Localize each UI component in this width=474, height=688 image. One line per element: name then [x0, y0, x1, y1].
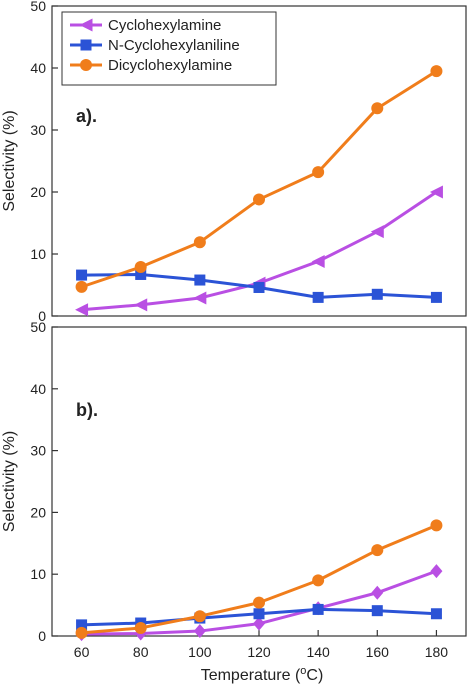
data-point	[193, 291, 207, 305]
panel-b: 0 10 20 30 40 50 60 80 100 120 140 160 180 Selectiv…	[1, 319, 467, 660]
data-point	[429, 185, 443, 199]
x-axis-label-end: C)	[306, 667, 323, 684]
legend-swatch-marker	[79, 18, 93, 32]
legend-items: Cyclohexylamine N-Cyclohexylaniline Dicycl…	[70, 17, 240, 74]
data-point	[370, 225, 384, 239]
panel-a-y-axis-label: Selectivity (%)	[1, 110, 18, 211]
x-tick-label: 80	[133, 644, 149, 660]
data-point	[312, 603, 324, 615]
data-point	[430, 291, 442, 303]
x-tick-label: 180	[425, 644, 449, 660]
data-point	[311, 254, 325, 268]
panel-b-y-ticks: 0 10 20 30 40 50	[30, 319, 58, 644]
data-point	[75, 626, 88, 639]
data-point	[76, 619, 88, 631]
panel-a: 0 10 20 30 40 50 Selectivity (%) a).	[1, 0, 467, 324]
data-point	[312, 574, 325, 587]
data-point	[371, 585, 384, 600]
y-tick-label: 30	[30, 443, 46, 459]
data-point	[76, 269, 88, 281]
data-point	[371, 544, 384, 557]
data-point	[134, 261, 147, 274]
y-tick-label: 30	[30, 122, 46, 138]
data-point	[253, 596, 265, 609]
legend-swatch-marker	[80, 39, 92, 51]
data-point	[253, 616, 265, 631]
x-tick-label: 120	[247, 644, 271, 660]
data-point	[312, 291, 324, 303]
data-point	[193, 236, 206, 249]
data-point	[371, 288, 383, 300]
legend-label: Cyclohexylamine	[108, 17, 221, 34]
legend-label: Dicyclohexylamine	[108, 57, 232, 74]
y-tick-label: 40	[30, 381, 46, 397]
x-axis-label-superscript: o	[300, 665, 306, 677]
x-axis-label: Temperature (oC)	[201, 665, 324, 684]
y-tick-label: 50	[30, 0, 46, 14]
data-point	[430, 608, 442, 620]
data-point	[75, 303, 89, 317]
data-point	[430, 564, 443, 579]
data-point	[430, 65, 443, 78]
data-point	[75, 280, 88, 293]
data-point	[371, 605, 383, 617]
panel-b-series	[75, 519, 443, 642]
y-tick-label: 40	[30, 60, 46, 76]
x-tick-label: 140	[306, 644, 330, 660]
y-tick-label: 0	[38, 308, 46, 324]
y-tick-label: 20	[30, 504, 46, 520]
y-tick-label: 10	[30, 246, 46, 262]
y-tick-label: 10	[30, 566, 46, 582]
x-tick-label: 60	[74, 644, 90, 660]
data-point	[134, 621, 147, 634]
legend-swatch-marker	[80, 59, 92, 71]
y-tick-label: 50	[30, 319, 46, 335]
data-point	[253, 281, 265, 293]
y-tick-label: 0	[38, 628, 46, 644]
data-point	[430, 519, 443, 532]
data-point	[135, 268, 147, 280]
panel-b-label: b).	[76, 400, 98, 420]
panel-a-y-ticks: 0 10 20 30 40 50	[30, 0, 58, 324]
data-point	[193, 610, 206, 623]
panel-b-x-ticks: 60 80 100 120 140 160 180	[74, 630, 449, 660]
data-point	[253, 608, 265, 620]
data-point	[253, 193, 265, 206]
panel-a-frame	[51, 5, 467, 317]
legend: Cyclohexylamine N-Cyclohexylaniline Dicycl…	[61, 11, 277, 86]
x-axis-label-start: Temperature (	[201, 667, 301, 684]
panel-a-series	[75, 65, 443, 317]
x-tick-label: 160	[366, 644, 390, 660]
data-point	[194, 274, 206, 286]
data-point	[312, 166, 325, 179]
data-point	[134, 298, 148, 312]
data-point	[371, 102, 384, 115]
data-point	[193, 624, 206, 639]
panel-a-label: a).	[76, 106, 97, 126]
x-tick-label: 100	[188, 644, 212, 660]
panel-b-y-axis-label: Selectivity (%)	[1, 431, 18, 532]
y-tick-label: 20	[30, 184, 46, 200]
legend-label: N-Cyclohexylaniline	[108, 37, 240, 54]
